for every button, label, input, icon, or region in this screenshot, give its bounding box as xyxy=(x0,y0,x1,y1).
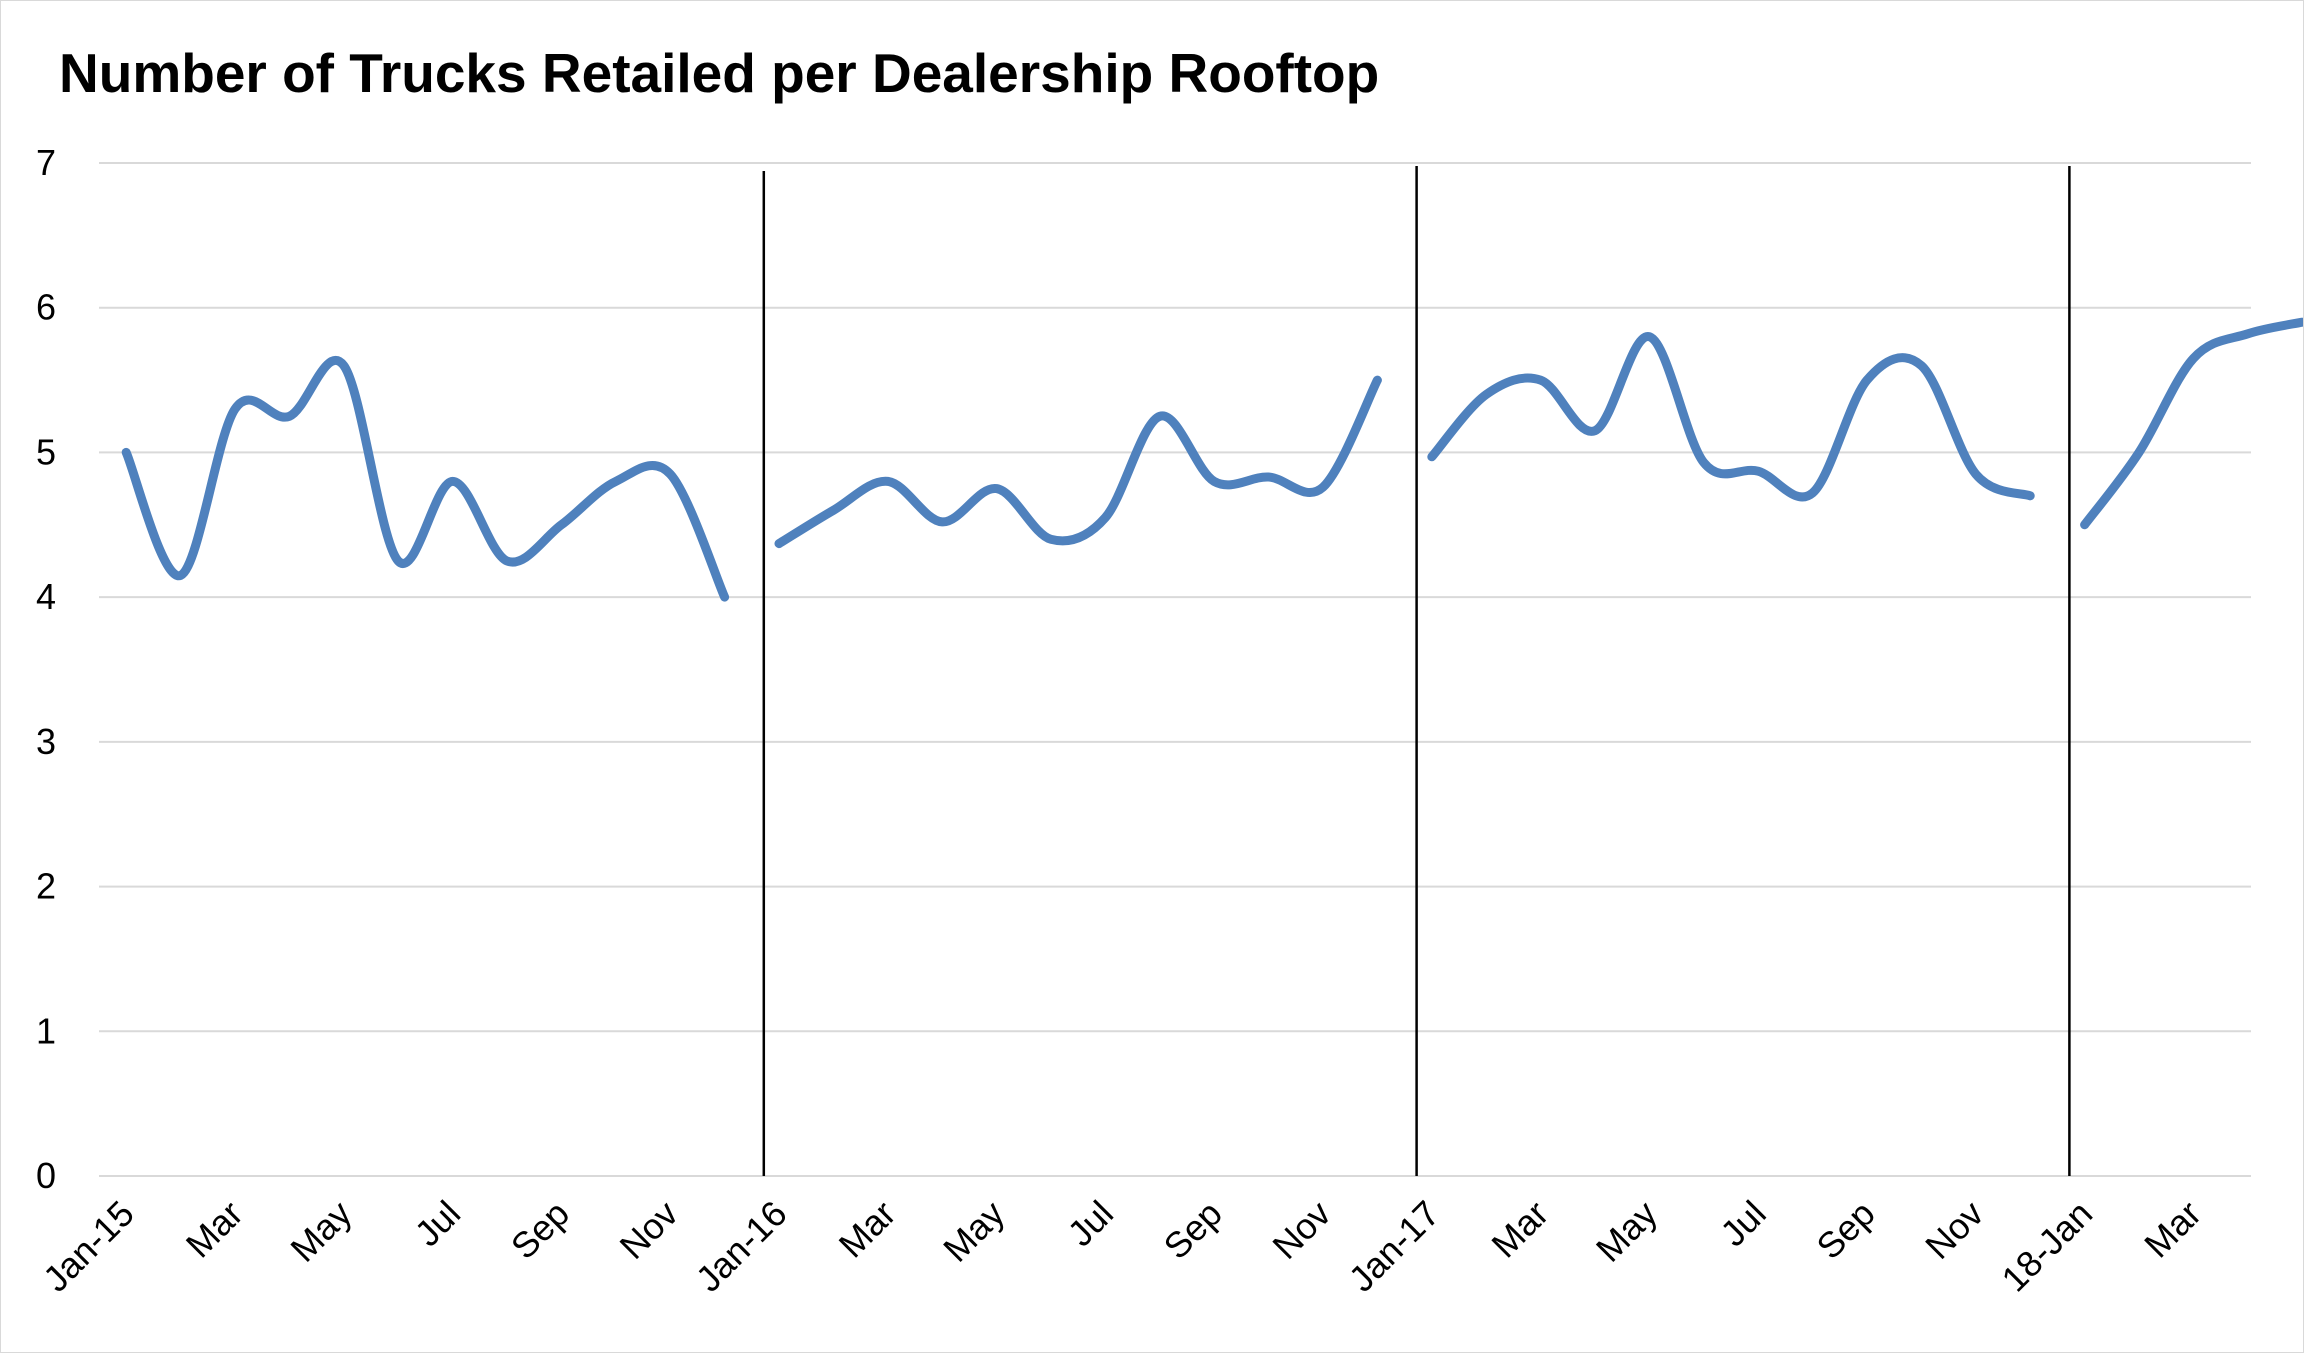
y-tick-label: 7 xyxy=(36,142,56,183)
y-tick-label: 6 xyxy=(36,287,56,328)
x-tick-label: May xyxy=(1588,1193,1665,1270)
x-tick-label: Jul xyxy=(1060,1193,1122,1255)
y-tick-label: 2 xyxy=(36,866,56,907)
x-tick-label: Sep xyxy=(1156,1193,1230,1267)
x-tick-label: Jan-17 xyxy=(1341,1193,1448,1300)
x-tick-label: Nov xyxy=(1264,1193,1338,1267)
year-separators xyxy=(762,166,2071,1176)
y-tick-label: 0 xyxy=(36,1155,56,1196)
x-tick-label: Mar xyxy=(831,1193,904,1266)
y-axis-ticks: 0 1 2 3 4 5 6 7 xyxy=(36,142,56,1196)
x-tick-label: May xyxy=(282,1193,359,1270)
y-tick-label: 3 xyxy=(36,721,56,762)
series-line-2018 xyxy=(2080,317,2303,530)
x-tick-label: 18-Jan xyxy=(1993,1193,2100,1300)
y-tick-label: 5 xyxy=(36,431,56,472)
series-line-2017 xyxy=(1427,332,2035,502)
y-tick-label: 1 xyxy=(36,1010,56,1051)
x-tick-label: Sep xyxy=(1808,1193,1882,1267)
chart-title: Number of Trucks Retailed per Dealership… xyxy=(59,42,1380,104)
x-tick-label: Jan-15 xyxy=(35,1193,142,1300)
series-lines xyxy=(121,317,2303,602)
x-axis-ticks: Jan-15 Mar May Jul Sep Nov Jan-16 Mar May Jul Sep N… xyxy=(35,1193,2209,1300)
gridlines xyxy=(99,162,2251,1177)
x-tick-label: Jul xyxy=(1712,1193,1774,1255)
x-tick-label: Sep xyxy=(503,1193,577,1267)
x-tick-label: Jul xyxy=(407,1193,469,1255)
series-line-2016 xyxy=(774,375,1382,549)
x-tick-label: May xyxy=(935,1193,1012,1270)
x-tick-label: Mar xyxy=(1483,1193,1556,1266)
x-tick-label: Mar xyxy=(2136,1193,2209,1266)
y-tick-label: 4 xyxy=(36,576,56,617)
x-tick-label: Jan-16 xyxy=(688,1193,795,1300)
series-line-2015 xyxy=(121,356,730,602)
x-tick-label: Nov xyxy=(612,1193,686,1267)
x-tick-label: Nov xyxy=(1917,1193,1991,1267)
x-tick-label: Mar xyxy=(178,1193,251,1266)
